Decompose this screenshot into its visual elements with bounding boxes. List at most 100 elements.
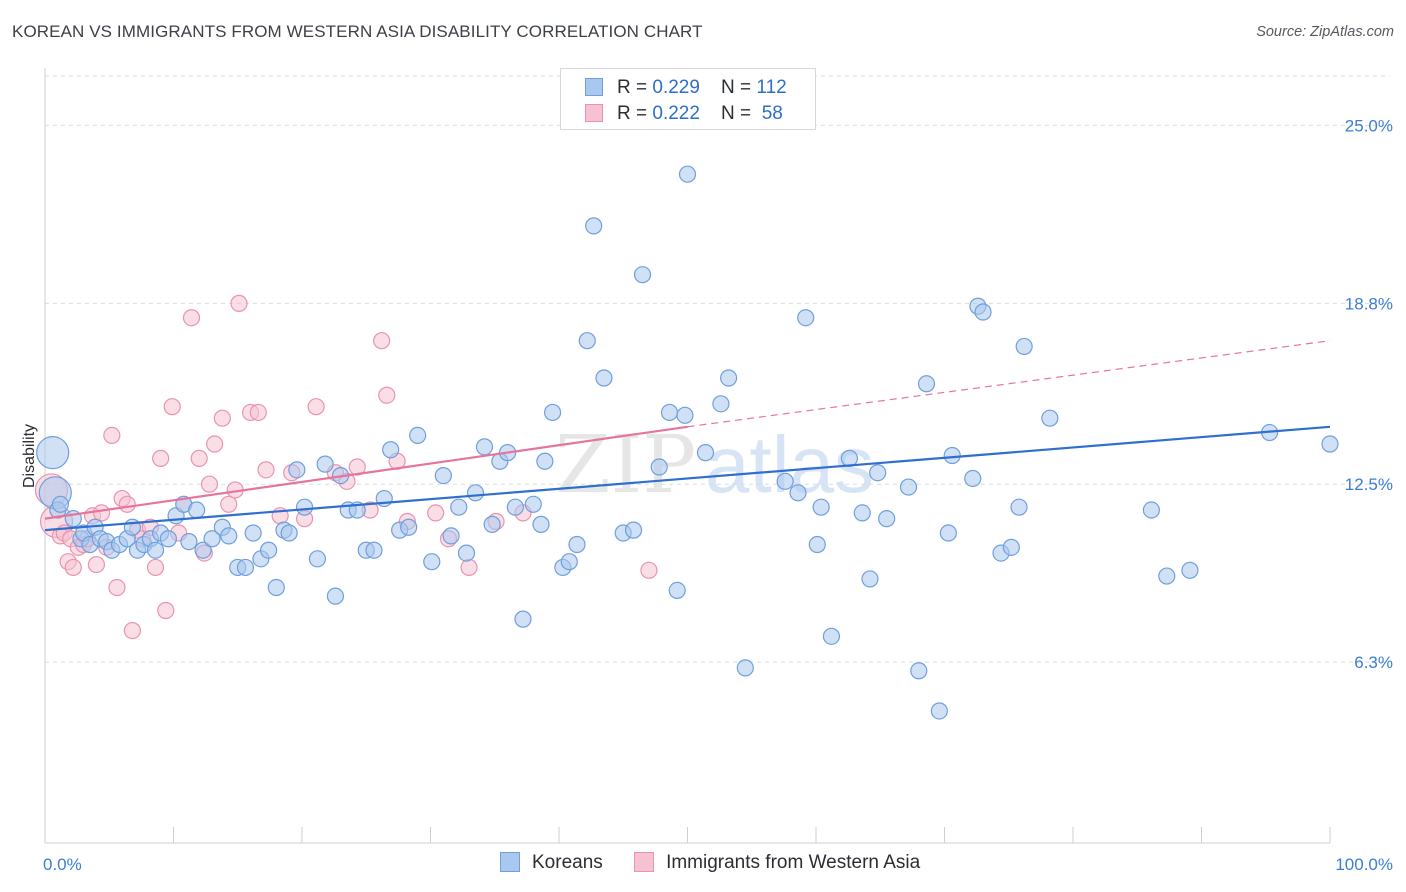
- point-korean: [560, 553, 578, 571]
- y-tick-label: 18.8%: [1345, 294, 1393, 313]
- point-korean: [736, 659, 754, 677]
- trendline-western-asia: [44, 425, 688, 520]
- watermark-zip: ZIP: [555, 418, 696, 511]
- point-western-asia: [460, 558, 478, 577]
- point-korean: [457, 544, 476, 562]
- y-tick-label: 12.5%: [1345, 475, 1393, 494]
- point-korean: [450, 498, 468, 516]
- y-axis-label: Disability: [21, 424, 38, 488]
- point-korean: [466, 484, 485, 502]
- point-western-asia: [87, 555, 106, 574]
- point-korean: [288, 461, 306, 479]
- x-tick-label: 0.0%: [43, 855, 82, 874]
- point-korean: [308, 550, 327, 568]
- legend-n-label: N =: [721, 77, 757, 98]
- series-legend: Koreans Immigrants from Western Asia: [500, 852, 946, 874]
- point-korean: [536, 452, 554, 470]
- point-western-asia: [220, 495, 238, 513]
- point-korean: [650, 458, 668, 476]
- point-korean: [316, 455, 334, 473]
- point-korean: [696, 444, 715, 462]
- legend-label: Immigrants from Western Asia: [666, 852, 921, 873]
- point-korean: [1010, 498, 1028, 516]
- x-tick-label: 100.0%: [1335, 855, 1393, 874]
- point-korean: [400, 518, 418, 536]
- legend-n-value: 112: [756, 77, 787, 98]
- point-western-asia: [213, 409, 231, 427]
- point-korean: [36, 436, 70, 470]
- point-korean: [514, 610, 532, 628]
- point-korean: [797, 309, 815, 327]
- point-korean: [475, 438, 494, 456]
- point-korean: [1142, 501, 1160, 519]
- source-label: Source: ZipAtlas.com: [1256, 24, 1394, 40]
- legend-swatch-pink: [634, 852, 655, 872]
- point-korean: [899, 478, 918, 496]
- point-western-asia: [146, 558, 165, 577]
- point-western-asia: [118, 495, 136, 513]
- point-korean: [1158, 567, 1176, 585]
- legend-r-label: R =: [617, 103, 653, 124]
- point-western-asia: [163, 398, 181, 416]
- point-korean: [776, 472, 794, 490]
- point-korean: [188, 501, 206, 519]
- point-korean: [789, 484, 807, 502]
- point-korean: [668, 581, 686, 600]
- point-korean: [917, 375, 936, 393]
- legend-row-western-asia: R = 0.222 N = 58: [585, 103, 783, 125]
- point-korean: [1041, 409, 1059, 427]
- point-korean: [910, 662, 928, 680]
- point-western-asia: [200, 475, 219, 493]
- point-korean: [822, 627, 841, 645]
- point-korean: [974, 303, 992, 321]
- point-western-asia: [230, 294, 248, 312]
- point-western-asia: [307, 398, 325, 416]
- point-korean: [1181, 561, 1199, 579]
- point-korean: [678, 165, 697, 183]
- point-western-asia: [108, 578, 126, 597]
- point-korean: [423, 553, 441, 571]
- point-korean: [1002, 538, 1020, 556]
- point-korean: [624, 521, 643, 539]
- legend-n-value: 58: [756, 103, 783, 124]
- point-korean: [930, 702, 948, 720]
- point-korean: [326, 587, 345, 605]
- point-korean: [506, 498, 524, 516]
- legend-r-value: 0.229: [652, 77, 700, 98]
- legend-swatch-pink: [585, 104, 603, 122]
- point-korean: [280, 524, 298, 542]
- point-korean: [146, 541, 165, 559]
- point-korean: [434, 466, 452, 485]
- point-western-asia: [123, 621, 141, 640]
- point-western-asia: [64, 558, 82, 577]
- point-korean: [365, 541, 383, 559]
- stats-legend: R = 0.229 N = 112 R = 0.222 N = 58: [560, 68, 816, 130]
- point-korean: [633, 266, 652, 284]
- point-korean: [543, 403, 562, 422]
- point-korean: [568, 535, 586, 554]
- point-western-asia: [182, 309, 201, 327]
- point-western-asia: [206, 435, 224, 453]
- chart-title: KOREAN VS IMMIGRANTS FROM WESTERN ASIA D…: [12, 22, 703, 41]
- point-korean: [220, 527, 238, 545]
- legend-r-label: R =: [617, 77, 653, 98]
- point-korean: [382, 441, 400, 459]
- legend-row-koreans: R = 0.229 N = 112: [585, 77, 787, 99]
- point-korean: [585, 217, 603, 235]
- legend-label: Koreans: [532, 852, 603, 873]
- point-western-asia: [92, 504, 111, 522]
- point-korean: [259, 541, 278, 559]
- point-korean: [51, 495, 70, 513]
- point-western-asia: [427, 504, 445, 522]
- point-korean: [660, 403, 679, 422]
- point-western-asia: [190, 449, 208, 467]
- point-korean: [483, 515, 501, 533]
- point-western-asia: [373, 332, 391, 350]
- point-korean: [236, 558, 255, 577]
- legend-item-western-asia: Immigrants from Western Asia: [634, 852, 920, 874]
- point-western-asia: [249, 403, 267, 422]
- point-western-asia: [378, 386, 396, 404]
- point-western-asia: [103, 426, 121, 445]
- trendline-koreans: [44, 425, 1331, 532]
